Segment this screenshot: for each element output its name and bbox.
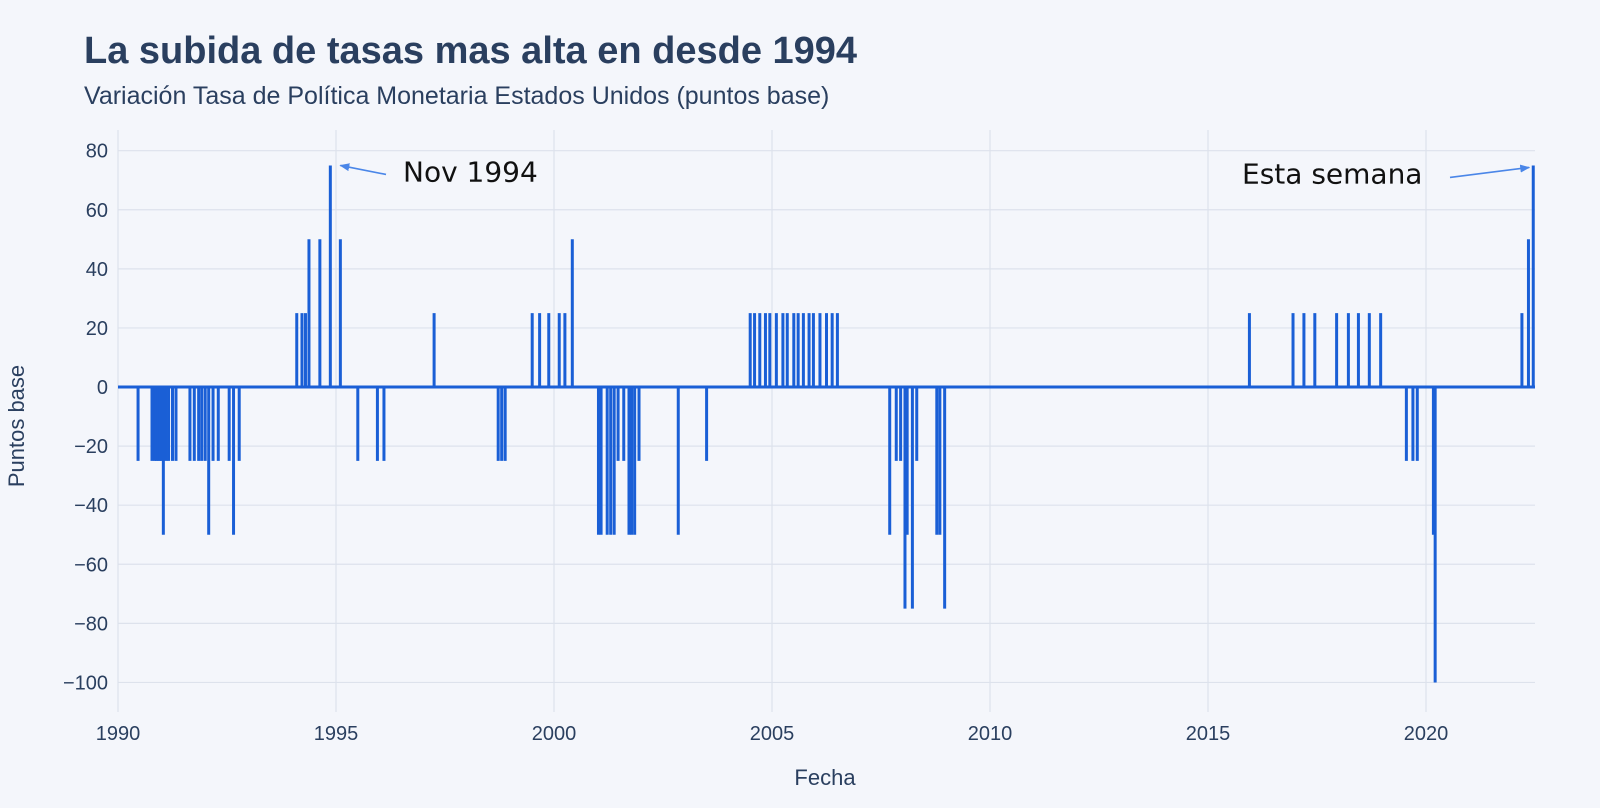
y-tick-label: 80 <box>86 141 108 163</box>
chart-subtitle: Variación Tasa de Política Monetaria Est… <box>84 82 830 110</box>
y-tick-label: 0 <box>97 377 108 399</box>
annotation-nov-1994: Nov 1994 <box>403 155 538 188</box>
annotation-esta-semana: Esta semana <box>1242 157 1422 190</box>
y-axis-ticks: 80 60 40 20 0 −20 −40 −60 −80 −100 <box>63 141 108 695</box>
x-tick-label: 1990 <box>96 723 141 745</box>
x-tick-label: 2000 <box>532 723 577 745</box>
x-tick-label: 2020 <box>1404 723 1449 745</box>
y-tick-label: −60 <box>74 554 108 576</box>
chart-title: La subida de tasas mas alta en desde 199… <box>84 30 858 72</box>
x-axis-title: Fecha <box>794 765 856 790</box>
y-tick-label: −20 <box>74 436 108 458</box>
y-tick-label: 60 <box>86 200 108 222</box>
y-tick-label: −40 <box>74 495 108 517</box>
annotation-arrow <box>339 163 387 176</box>
y-tick-label: −100 <box>63 672 108 694</box>
series-group <box>118 165 1535 683</box>
y-tick-label: 20 <box>86 318 108 340</box>
x-tick-label: 2005 <box>750 723 795 745</box>
annotation-arrow <box>1449 164 1531 179</box>
x-tick-label: 2015 <box>1186 723 1231 745</box>
y-tick-label: −80 <box>74 613 108 635</box>
x-tick-label: 2010 <box>968 723 1013 745</box>
x-axis-ticks: 1990 1995 2000 2005 2010 2015 2020 <box>96 723 1449 745</box>
annotations-group: Nov 1994 Esta semana <box>339 155 1531 190</box>
y-axis-title: Puntos base <box>4 365 29 487</box>
y-tick-label: 40 <box>86 259 108 281</box>
x-tick-label: 1995 <box>314 723 359 745</box>
